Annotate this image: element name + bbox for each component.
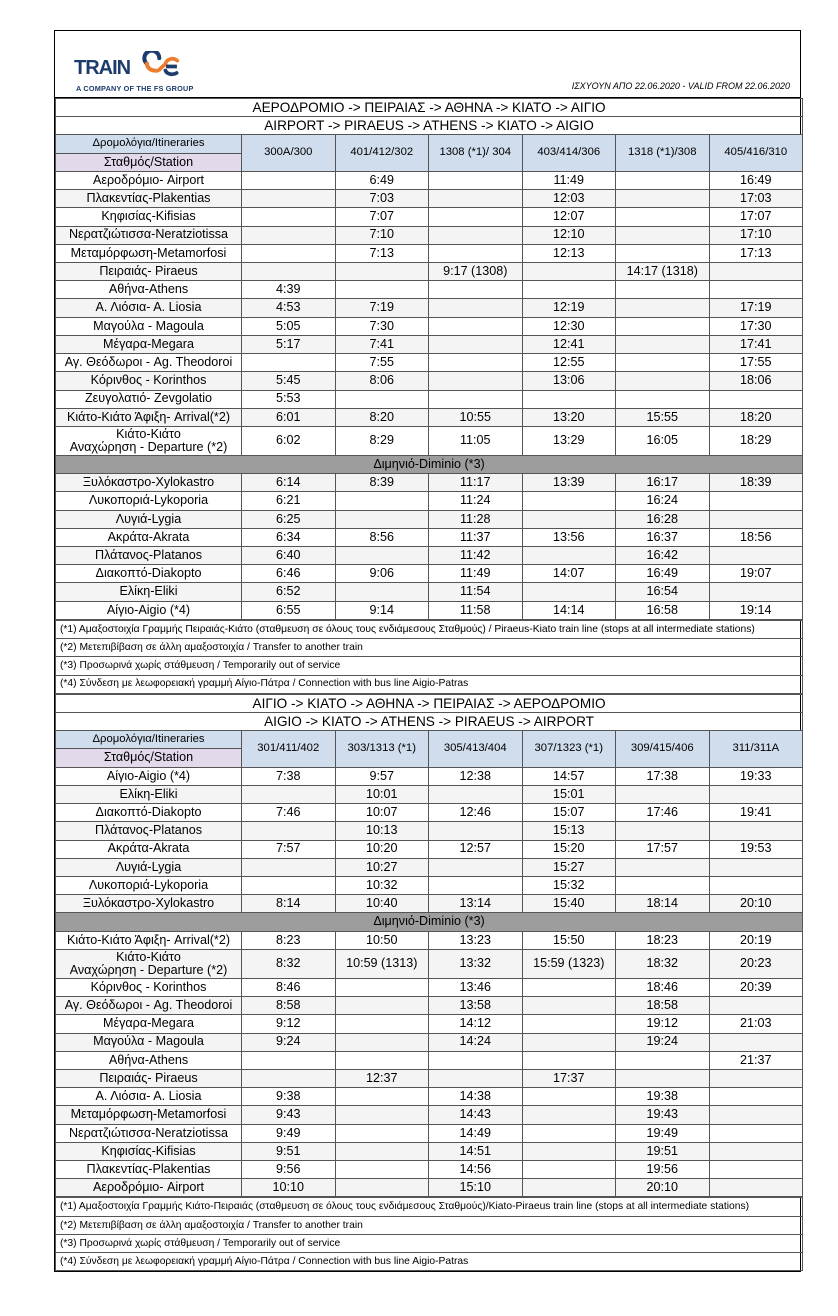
svg-text:TRAIN: TRAIN (74, 57, 131, 79)
